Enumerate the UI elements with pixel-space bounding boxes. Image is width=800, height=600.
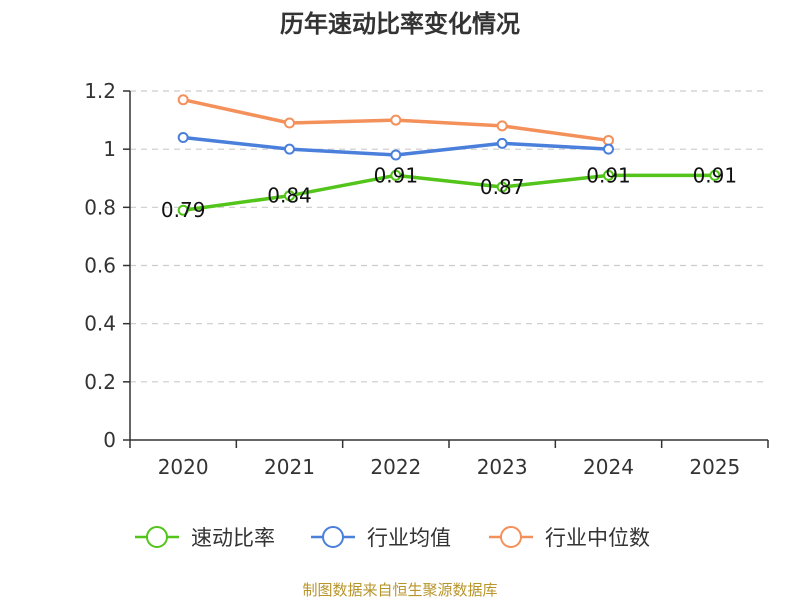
legend: 速动比率 行业均值 行业中位数 xyxy=(135,526,650,550)
data-label: 0.91 xyxy=(374,163,419,187)
y-tick-label: 0.6 xyxy=(84,254,116,278)
legend-item-2: 行业中位数 xyxy=(489,526,650,550)
data-label: 0.87 xyxy=(480,175,525,199)
data-label: 0.91 xyxy=(693,163,738,187)
data-point xyxy=(709,169,721,181)
series-1 xyxy=(177,132,614,161)
legend-item-0: 速动比率 xyxy=(135,526,275,550)
data-labels: 0.79 0.84 0.91 0.87 0.91 0.91 xyxy=(161,163,737,222)
legend-label: 行业中位数 xyxy=(545,526,650,550)
x-tick-label: 2024 xyxy=(583,455,634,479)
data-point xyxy=(603,143,614,155)
data-point xyxy=(496,137,508,149)
data-label: 0.91 xyxy=(586,163,631,187)
data-point xyxy=(390,169,402,181)
gridlines xyxy=(130,90,764,383)
data-label: 0.84 xyxy=(267,184,312,208)
data-point xyxy=(496,181,508,193)
legend-label: 行业均值 xyxy=(367,526,451,550)
x-tick-label: 2020 xyxy=(158,455,209,479)
source-note: 制图数据来自恒生聚源数据库 xyxy=(302,581,497,599)
legend-item-1: 行业均值 xyxy=(311,526,451,550)
y-tick-label: 0.2 xyxy=(84,370,116,394)
series-0 xyxy=(177,169,721,216)
data-point xyxy=(177,204,189,216)
x-tick-label: 2021 xyxy=(264,455,315,479)
axes: 0 0.2 0.4 0.6 0.8 1 1.2 2020 2021 2022 2023 2024 202… xyxy=(84,79,769,479)
data-point xyxy=(603,169,614,181)
data-point xyxy=(390,149,402,161)
y-tick-label: 0.8 xyxy=(84,195,116,219)
y-tick-label: 0.4 xyxy=(84,312,116,336)
x-tick-label: 2022 xyxy=(370,455,421,479)
data-point xyxy=(390,114,402,126)
x-tick-label: 2023 xyxy=(477,455,528,479)
legend-label: 速动比率 xyxy=(191,526,275,550)
y-tick-label: 1.2 xyxy=(84,79,116,103)
legend-swatch-marker xyxy=(500,526,522,548)
data-point xyxy=(284,143,295,155)
data-point xyxy=(177,94,189,106)
data-point xyxy=(603,134,614,146)
legend-swatch-marker xyxy=(322,526,344,548)
data-point xyxy=(284,190,295,202)
x-tick-label: 2025 xyxy=(689,455,740,479)
data-point xyxy=(177,132,189,144)
chart-title: 历年速动比率变化情况 xyxy=(280,10,520,38)
data-point xyxy=(496,120,508,132)
y-tick-label: 1 xyxy=(103,137,116,161)
data-point xyxy=(284,117,295,129)
legend-swatch-marker xyxy=(146,526,168,548)
series-lines xyxy=(177,94,721,216)
data-label: 0.79 xyxy=(161,198,206,222)
series-2 xyxy=(177,94,614,146)
y-tick-label: 0 xyxy=(103,428,116,452)
series-line xyxy=(181,173,717,212)
